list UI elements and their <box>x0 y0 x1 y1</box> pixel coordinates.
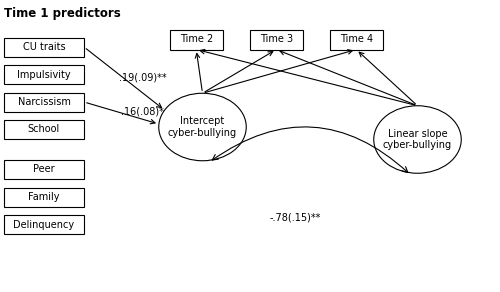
Text: -.78(.15)**: -.78(.15)** <box>270 212 320 222</box>
FancyBboxPatch shape <box>4 37 84 56</box>
FancyBboxPatch shape <box>4 160 84 179</box>
Text: Time 3: Time 3 <box>260 34 293 44</box>
FancyBboxPatch shape <box>4 93 84 112</box>
Text: Peer: Peer <box>33 164 55 175</box>
Text: Time 1 predictors: Time 1 predictors <box>4 7 121 20</box>
FancyArrowPatch shape <box>212 127 408 172</box>
FancyBboxPatch shape <box>4 215 84 234</box>
Text: Narcissism: Narcissism <box>18 97 70 107</box>
Ellipse shape <box>374 106 461 173</box>
Text: Intercept
cyber-bullying: Intercept cyber-bullying <box>168 116 237 138</box>
FancyBboxPatch shape <box>330 29 382 50</box>
FancyBboxPatch shape <box>250 29 302 50</box>
Text: Family: Family <box>28 192 60 202</box>
Text: .16(.08)*: .16(.08)* <box>121 106 164 116</box>
Text: School: School <box>28 124 60 135</box>
Ellipse shape <box>159 93 246 161</box>
Text: Time 4: Time 4 <box>340 34 373 44</box>
Text: CU traits: CU traits <box>22 42 66 52</box>
Text: .19(.09)**: .19(.09)** <box>118 72 166 82</box>
FancyBboxPatch shape <box>4 187 84 206</box>
Text: Time 2: Time 2 <box>180 34 213 44</box>
FancyBboxPatch shape <box>4 120 84 139</box>
Text: Impulsivity: Impulsivity <box>17 69 71 79</box>
Text: Linear slope
cyber-bullying: Linear slope cyber-bullying <box>383 129 452 150</box>
FancyBboxPatch shape <box>4 65 84 84</box>
Text: Delinquency: Delinquency <box>14 220 74 230</box>
FancyBboxPatch shape <box>170 29 222 50</box>
